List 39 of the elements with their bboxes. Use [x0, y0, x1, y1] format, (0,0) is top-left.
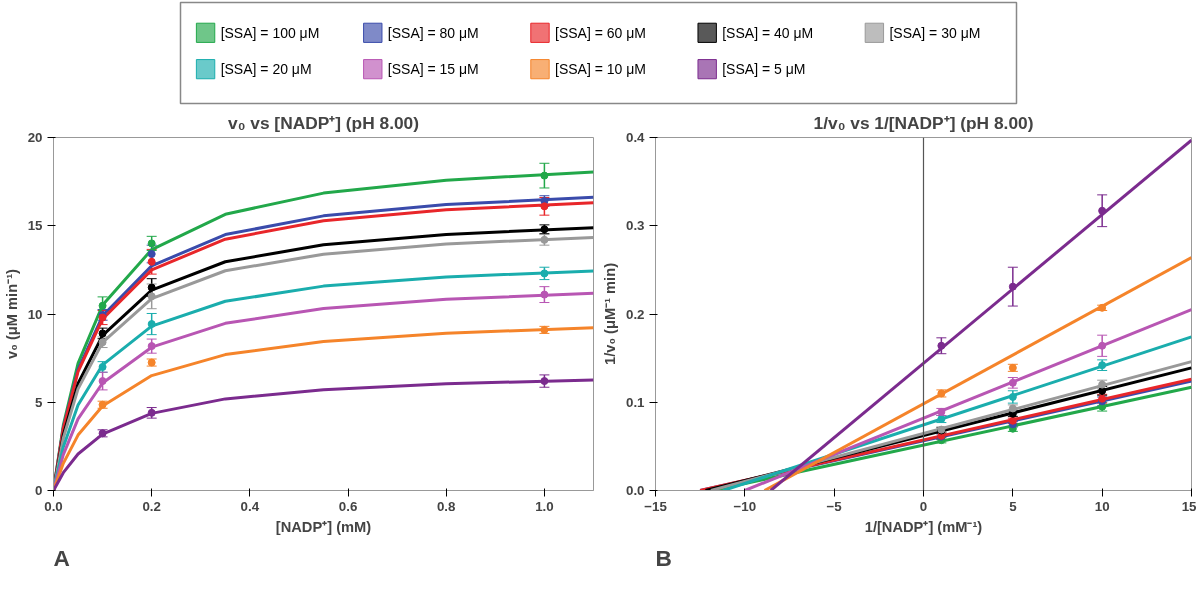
y-tick-label: 0.3 [625, 218, 645, 234]
legend-label: [SSA] = 5 μM [722, 61, 806, 78]
x-tick-label: 10 [1094, 498, 1110, 514]
legend-label: [SSA] = 100 μM [220, 24, 320, 41]
y-tick-label: 10 [27, 306, 43, 322]
y-tick-label: 0.0 [625, 483, 645, 498]
y-tick-label: 0.4 [625, 130, 646, 145]
x-tick-label: 0.2 [142, 498, 161, 514]
legend-label: [SSA] = 15 μM [387, 61, 479, 78]
legend-label: [SSA] = 10 μM [555, 61, 646, 78]
legend-label: [SSA] = 20 μM [220, 61, 312, 78]
x-tick-label: 15 [1181, 498, 1196, 514]
x-tick-label: 0.6 [338, 498, 358, 514]
x-tick-label: 0 [919, 498, 928, 514]
y-tick-label: 15 [27, 218, 44, 234]
x-tick-label: −5 [826, 498, 843, 514]
y-tick-label: 20 [27, 130, 43, 145]
y-axis-title: 1/v₀ (μM⁻¹ min) [601, 262, 618, 365]
y-tick-label: 0.2 [625, 306, 645, 322]
x-tick-label: 1.0 [535, 498, 554, 514]
x-tick-label: 5 [1009, 498, 1018, 514]
x-tick-label: 0.4 [240, 498, 260, 514]
text: A [53, 544, 70, 571]
y-tick-label: 0.1 [625, 394, 646, 410]
legend-label: [SSA] = 30 μM [889, 24, 981, 41]
chart-title: 1/v₀ vs 1/[NADP⁺] (pH 8.00) [813, 112, 1034, 133]
y-tick-label: 0 [35, 483, 43, 498]
x-tick-label: 0.8 [436, 498, 456, 514]
legend-label: [SSA] = 80 μM [387, 24, 479, 41]
legend-label: [SSA] = 40 μM [722, 24, 814, 41]
x-tick-label: −15 [644, 498, 668, 514]
x-tick-label: −10 [733, 498, 757, 514]
legend-label: [SSA] = 60 μM [555, 24, 646, 41]
x-axis-title: 1/[NADP⁺] (mM⁻¹) [864, 518, 983, 535]
chart-title: v₀ vs [NADP⁺] (pH 8.00) [228, 112, 419, 133]
text: B [655, 544, 672, 571]
x-axis-title: [NADP⁺] (mM) [275, 518, 372, 535]
y-tick-label: 5 [35, 394, 44, 410]
y-axis-title: v₀ (μM min⁻¹) [3, 268, 20, 359]
